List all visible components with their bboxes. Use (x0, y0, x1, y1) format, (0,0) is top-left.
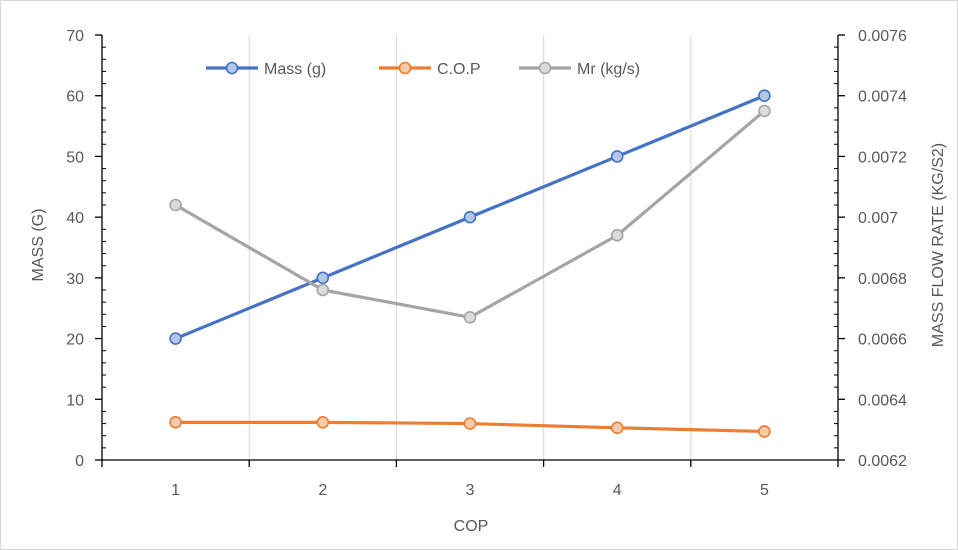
data-point (610, 150, 624, 163)
y2-tick-label: 0.0064 (858, 392, 907, 409)
x-axis-title: COP (454, 518, 489, 535)
data-point (610, 421, 624, 435)
y2-tick-label: 0.0066 (858, 332, 907, 349)
y2-tick-label: 0.0076 (858, 28, 907, 45)
y-tick-label: 30 (66, 271, 84, 288)
y2-tick-label: 0.0072 (858, 149, 907, 166)
y-tick-label: 60 (66, 89, 84, 106)
legend-label: C.O.P (437, 61, 481, 78)
y-tick-label: 70 (66, 28, 84, 45)
grid (248, 35, 692, 460)
y-tick-label: 50 (66, 149, 84, 166)
data-point (610, 229, 624, 242)
y2-axis-title: MASS FLOW RATE (KG/S2) (930, 143, 947, 347)
data-point (169, 332, 182, 345)
legend-label: Mr (kg/s) (577, 61, 640, 78)
legend: Mass (g) C.O.P Mr (kg/s) (206, 61, 640, 78)
y2-tick-label: 0.0062 (858, 453, 907, 470)
y-tick-label: 20 (66, 332, 84, 349)
x-tick-label: 4 (613, 482, 622, 499)
legend-marker (538, 61, 552, 75)
data-point (463, 210, 477, 224)
legend-marker (398, 61, 412, 75)
data-point (758, 104, 771, 118)
y2-tick-label: 0.007 (858, 210, 898, 227)
data-point (316, 271, 330, 285)
y-tick-label: 10 (66, 392, 84, 409)
axes: 0 10 20 30 40 50 60 70 0.0062 0.0064 0.0066 0.0068 0… (66, 28, 907, 499)
legend-label: Mass (g) (264, 61, 326, 78)
y-tick-label: 40 (66, 210, 84, 227)
data-point (758, 425, 771, 438)
data-point (169, 416, 182, 429)
y-axis-title: MASS (G) (30, 209, 47, 282)
data-point (316, 416, 330, 429)
x-tick-label: 2 (318, 482, 327, 499)
x-tick-label: 1 (171, 482, 180, 499)
data-point (463, 311, 477, 324)
y-tick-label: 0 (75, 453, 84, 470)
y2-tick-label: 0.0068 (858, 271, 907, 288)
data-point (316, 283, 330, 297)
data-point (169, 198, 182, 212)
x-tick-label: 5 (760, 482, 769, 499)
series (169, 89, 771, 438)
x-tick-label: 3 (466, 482, 475, 499)
legend-marker (225, 61, 239, 75)
y2-tick-label: 0.0074 (858, 89, 907, 106)
data-point (463, 417, 477, 430)
data-point (758, 89, 771, 103)
